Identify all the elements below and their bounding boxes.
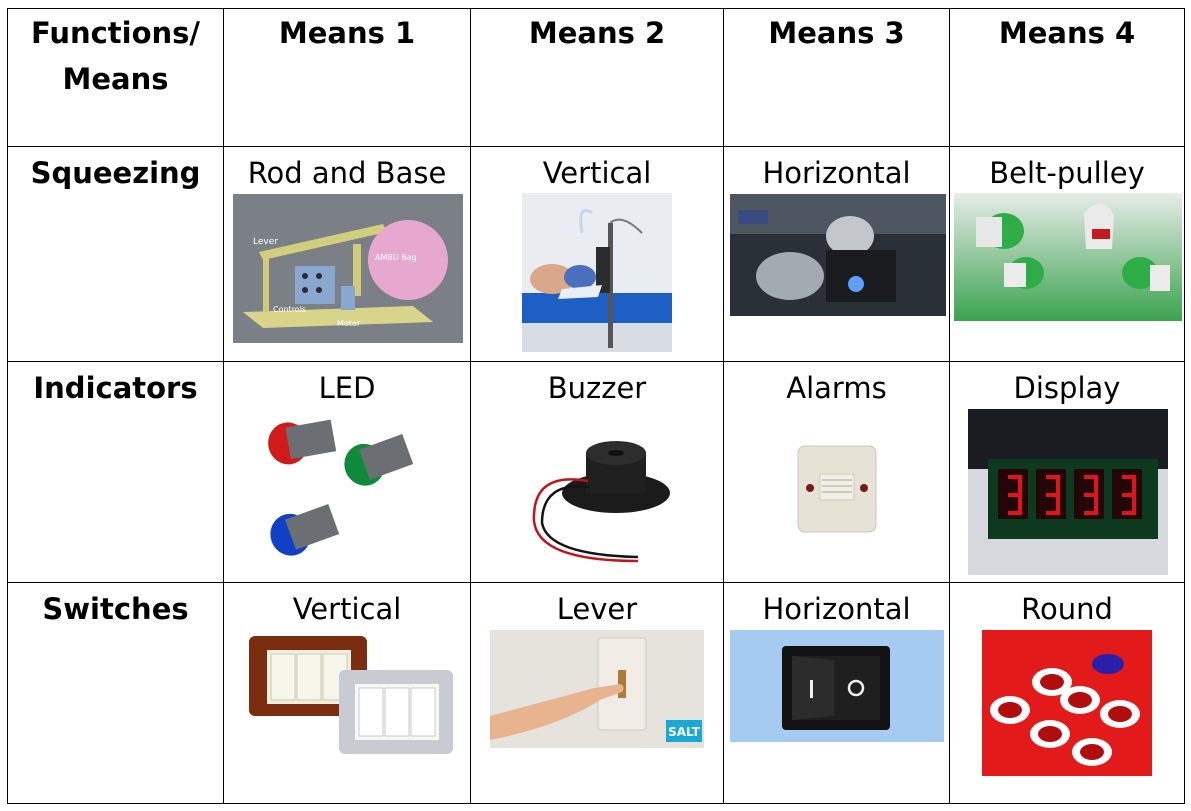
ambu-bag-callout: AMBU Bag: [375, 253, 417, 262]
option-label: Vertical: [292, 592, 402, 626]
row-function-squeezing: Squeezing: [30, 156, 201, 190]
buzzer-image: [512, 411, 680, 569]
header-means-2: Means 2: [528, 16, 666, 50]
option-label: Lever: [556, 592, 638, 626]
grid-line: [7, 146, 1185, 147]
motor-callout: Motor: [337, 319, 361, 328]
grid-line: [1184, 8, 1185, 804]
option-label: Buzzer: [547, 371, 647, 405]
option-label: Horizontal: [762, 156, 911, 190]
horizontal-squeezer-image: [730, 194, 946, 316]
horizontal-switch-image: [730, 630, 944, 742]
option-label: LED: [318, 371, 376, 405]
grid-line: [723, 8, 724, 804]
belt-pulley-image: [954, 193, 1182, 321]
grid-line: [7, 8, 1185, 9]
header-means-4: Means 4: [998, 16, 1136, 50]
alarm-image: [790, 444, 884, 536]
option-label: Round: [1021, 592, 1113, 626]
option-label: Vertical: [542, 156, 652, 190]
round-switch-image: [982, 630, 1152, 776]
header-functions-means: Functions/ Means: [30, 16, 201, 96]
row-function-indicators: Indicators: [33, 371, 198, 405]
lever-callout: Lever: [253, 237, 278, 247]
option-label: Display: [1013, 371, 1121, 405]
grid-line: [7, 803, 1185, 804]
lever-switch-image: SALT: [490, 630, 704, 748]
vertical-switch-image: [245, 630, 457, 762]
controls-callout: Controls: [273, 305, 306, 314]
grid-line: [223, 8, 224, 804]
header-means-1: Means 1: [278, 16, 416, 50]
option-label: Horizontal: [762, 592, 911, 626]
option-label: Alarms: [786, 371, 887, 405]
grid-line: [7, 582, 1185, 583]
vertical-squeezer-image: [522, 193, 672, 352]
salt-logo: SALT: [668, 725, 701, 739]
header-means-3: Means 3: [768, 16, 905, 50]
rod-and-base-image: Lever AMBU Bag Controls Motor: [233, 194, 463, 343]
row-function-switches: Switches: [42, 592, 189, 626]
display-image: [968, 409, 1168, 575]
grid-line: [470, 8, 471, 804]
option-label: Rod and Base: [247, 156, 447, 190]
grid-line: [7, 8, 8, 804]
grid-line: [949, 8, 950, 804]
grid-line: [7, 361, 1185, 362]
led-image: [262, 410, 442, 570]
option-label: Belt-pulley: [989, 156, 1145, 190]
